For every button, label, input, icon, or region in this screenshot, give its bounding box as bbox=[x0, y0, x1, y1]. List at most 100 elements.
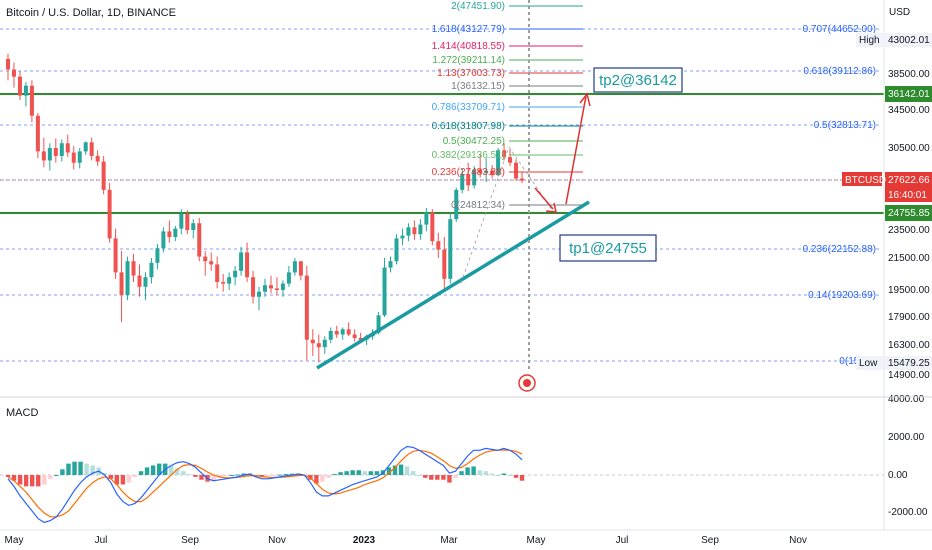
macd-histogram-bar bbox=[102, 473, 107, 475]
candle-body bbox=[23, 85, 28, 96]
macd-histogram-bar bbox=[17, 475, 23, 485]
candle-body bbox=[35, 115, 40, 152]
time-tick: Jul bbox=[616, 535, 629, 546]
macd-histogram-bar bbox=[459, 471, 464, 475]
candlesticks bbox=[6, 53, 524, 363]
fib-ext-label-9: 0.382(29136.51) bbox=[432, 150, 505, 161]
candle-body bbox=[508, 157, 513, 163]
candle-body bbox=[209, 261, 214, 265]
time-tick: Jul bbox=[95, 535, 108, 546]
macd-histogram-bar bbox=[241, 473, 247, 475]
candle-body bbox=[245, 252, 250, 278]
candle-body bbox=[263, 285, 267, 292]
candle-body bbox=[29, 85, 34, 116]
candle-body bbox=[149, 262, 154, 278]
macd-histogram-bar bbox=[108, 475, 113, 479]
macd-histogram-bar bbox=[423, 475, 428, 478]
macd-histogram-bar bbox=[84, 463, 89, 475]
macd-histogram-bar bbox=[362, 471, 367, 475]
price-tick: 34500.00 bbox=[888, 105, 930, 116]
fib-ext-label-1: 1.618(43127.79) bbox=[432, 24, 505, 35]
candle-body bbox=[95, 155, 100, 162]
candle-body bbox=[448, 219, 453, 279]
candle-body bbox=[352, 334, 357, 338]
macd-tick: -2000.00 bbox=[888, 507, 928, 518]
fib-label-0: 0.707(44652.00) bbox=[803, 24, 876, 35]
fib-ext-label-6: 0.786(33709.71) bbox=[432, 102, 505, 113]
macd-histogram-bar bbox=[465, 467, 470, 475]
candle-body bbox=[11, 69, 16, 77]
candle-body bbox=[173, 228, 178, 237]
macd-histogram-bar bbox=[471, 466, 476, 475]
macd-histogram-bar bbox=[447, 475, 452, 483]
candle-body bbox=[424, 212, 429, 225]
macd-histogram-bar bbox=[429, 475, 434, 480]
candle-body bbox=[472, 169, 477, 186]
macd-histogram-bar bbox=[477, 470, 482, 475]
candle-body bbox=[197, 223, 202, 257]
candle-body bbox=[161, 231, 166, 249]
macd-histogram-bar bbox=[344, 471, 349, 475]
candle-body bbox=[65, 143, 70, 153]
candle-body bbox=[239, 252, 244, 271]
time-tick: May bbox=[527, 535, 546, 546]
candle-body bbox=[388, 261, 393, 268]
macd-histogram-bar bbox=[441, 475, 446, 480]
candle-body bbox=[478, 169, 483, 173]
level-tag-text: 24755.85 bbox=[888, 208, 930, 219]
candle-body bbox=[358, 338, 363, 340]
symbol-text: BTCUSD bbox=[845, 175, 886, 186]
fib-ext-label-11: 0(24812.34) bbox=[451, 200, 505, 211]
event-flag-dot bbox=[523, 379, 531, 387]
candle-body bbox=[233, 270, 238, 278]
macd-histogram-bar bbox=[60, 469, 65, 475]
macd-histogram-bar bbox=[5, 475, 11, 477]
macd-histogram-bar bbox=[229, 475, 234, 476]
extreme-label-box bbox=[856, 33, 883, 47]
extreme-label: High bbox=[859, 35, 880, 46]
macd-histogram-bar bbox=[314, 475, 319, 484]
price-tick: 14900.00 bbox=[888, 370, 930, 381]
macd-histogram-bar bbox=[483, 471, 488, 475]
candle-body bbox=[59, 143, 64, 156]
extreme-label-box bbox=[856, 356, 883, 370]
candle-body bbox=[113, 238, 118, 273]
candle-body bbox=[442, 249, 447, 279]
macd-signal-line bbox=[7, 449, 523, 518]
macd-pane: 4000.00 2000.00 0.00 -2000.00 bbox=[0, 394, 928, 524]
candle-body bbox=[17, 76, 22, 96]
macd-histogram-bar bbox=[501, 473, 507, 475]
macd-histogram-bar bbox=[513, 475, 519, 478]
macd-histogram-bar bbox=[175, 468, 180, 475]
tp2-label: tp2@36142 bbox=[599, 72, 677, 89]
macd-histogram-bar bbox=[290, 473, 295, 475]
fib-ext-label-5: 1(36132.15) bbox=[451, 81, 505, 92]
ascending-trendline bbox=[316, 200, 590, 370]
candle-body bbox=[334, 331, 339, 335]
candle-body bbox=[346, 329, 351, 335]
macd-histogram-bar bbox=[283, 474, 289, 476]
price-tick: 38500.00 bbox=[888, 69, 930, 80]
fib-projection-path bbox=[460, 146, 553, 284]
macd-histogram-bar bbox=[338, 472, 343, 475]
time-tick: Sep bbox=[701, 535, 719, 546]
macd-histogram-bar bbox=[398, 464, 404, 475]
down-arrow-shaft bbox=[534, 187, 554, 210]
macd-histogram-bar bbox=[114, 475, 120, 485]
macd-histogram-bar bbox=[199, 475, 204, 480]
candle-body bbox=[268, 285, 273, 289]
candle-body bbox=[412, 227, 417, 235]
macd-histogram-bar bbox=[78, 461, 83, 475]
fib-ext-label-7: 0.618(31807.98) bbox=[432, 121, 505, 132]
time-tick: Nov bbox=[268, 535, 286, 546]
macd-histogram-bar bbox=[404, 466, 410, 475]
time-tick: May bbox=[5, 535, 24, 546]
tp1-label: tp1@24755 bbox=[569, 240, 647, 257]
candle-body bbox=[47, 148, 52, 161]
macd-tick: 4000.00 bbox=[888, 394, 925, 405]
candle-body bbox=[77, 151, 82, 163]
fib-ext-label-2: 1.414(40818.55) bbox=[432, 41, 505, 52]
macd-histogram-bar bbox=[181, 471, 186, 475]
macd-histogram-bar bbox=[392, 465, 398, 475]
